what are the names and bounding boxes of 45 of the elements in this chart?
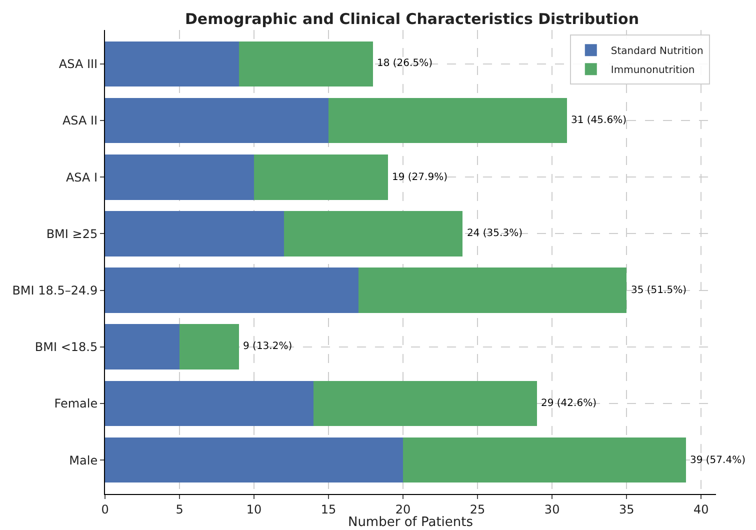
y-tick-label: ASA I xyxy=(66,170,98,184)
bar xyxy=(239,41,374,87)
y-tick-label: Female xyxy=(54,396,98,411)
y-tick-label: Male xyxy=(69,453,98,468)
x-axis-title: Number of Patients xyxy=(348,515,474,530)
bar xyxy=(358,268,627,313)
total-label: 19 (27.9%) xyxy=(392,172,448,183)
x-tick-label: 40 xyxy=(693,502,709,516)
bar xyxy=(403,437,686,483)
bar xyxy=(105,324,180,370)
y-tick-label: ASA III xyxy=(58,57,98,72)
bar xyxy=(105,98,329,144)
total-label: 18 (26.5%) xyxy=(377,58,433,69)
total-label: 35 (51.5%) xyxy=(631,285,687,296)
bar xyxy=(105,268,358,313)
bar xyxy=(105,380,314,426)
y-tick-label: BMI ≥25 xyxy=(46,226,98,241)
x-tick-label: 0 xyxy=(101,502,109,516)
bar xyxy=(105,211,284,256)
bar xyxy=(180,324,240,370)
bar xyxy=(314,380,538,426)
chart-title: Demographic and Clinical Characteristics Distribution xyxy=(184,10,640,28)
x-tick-label: 10 xyxy=(246,502,262,516)
y-tick-label: BMI 18.5–24.9 xyxy=(12,283,98,298)
x-tick-label: 35 xyxy=(618,502,634,516)
legend-label: Immunonutrition xyxy=(610,65,695,76)
y-tick-label: BMI <18.5 xyxy=(34,340,98,354)
total-label: 9 (13.2%) xyxy=(243,341,292,352)
x-tick-label: 20 xyxy=(395,502,411,516)
bar xyxy=(105,41,240,87)
legend-label: Standard Nutrition xyxy=(610,46,704,58)
total-label: 24 (35.3%) xyxy=(467,228,523,239)
x-tick-label: 30 xyxy=(544,502,560,516)
total-label: 29 (42.6%) xyxy=(541,398,597,409)
bar xyxy=(105,154,254,200)
bar xyxy=(328,98,567,144)
x-tick-label: 25 xyxy=(470,502,486,516)
bar xyxy=(254,154,388,200)
x-tick-label: 5 xyxy=(176,502,184,516)
bar xyxy=(105,437,404,483)
x-tick-label: 15 xyxy=(320,502,336,516)
total-label: 31 (45.6%) xyxy=(571,115,627,126)
bar xyxy=(284,211,463,256)
total-label: 39 (57.4%) xyxy=(690,455,746,466)
y-tick-label: ASA II xyxy=(62,114,98,128)
